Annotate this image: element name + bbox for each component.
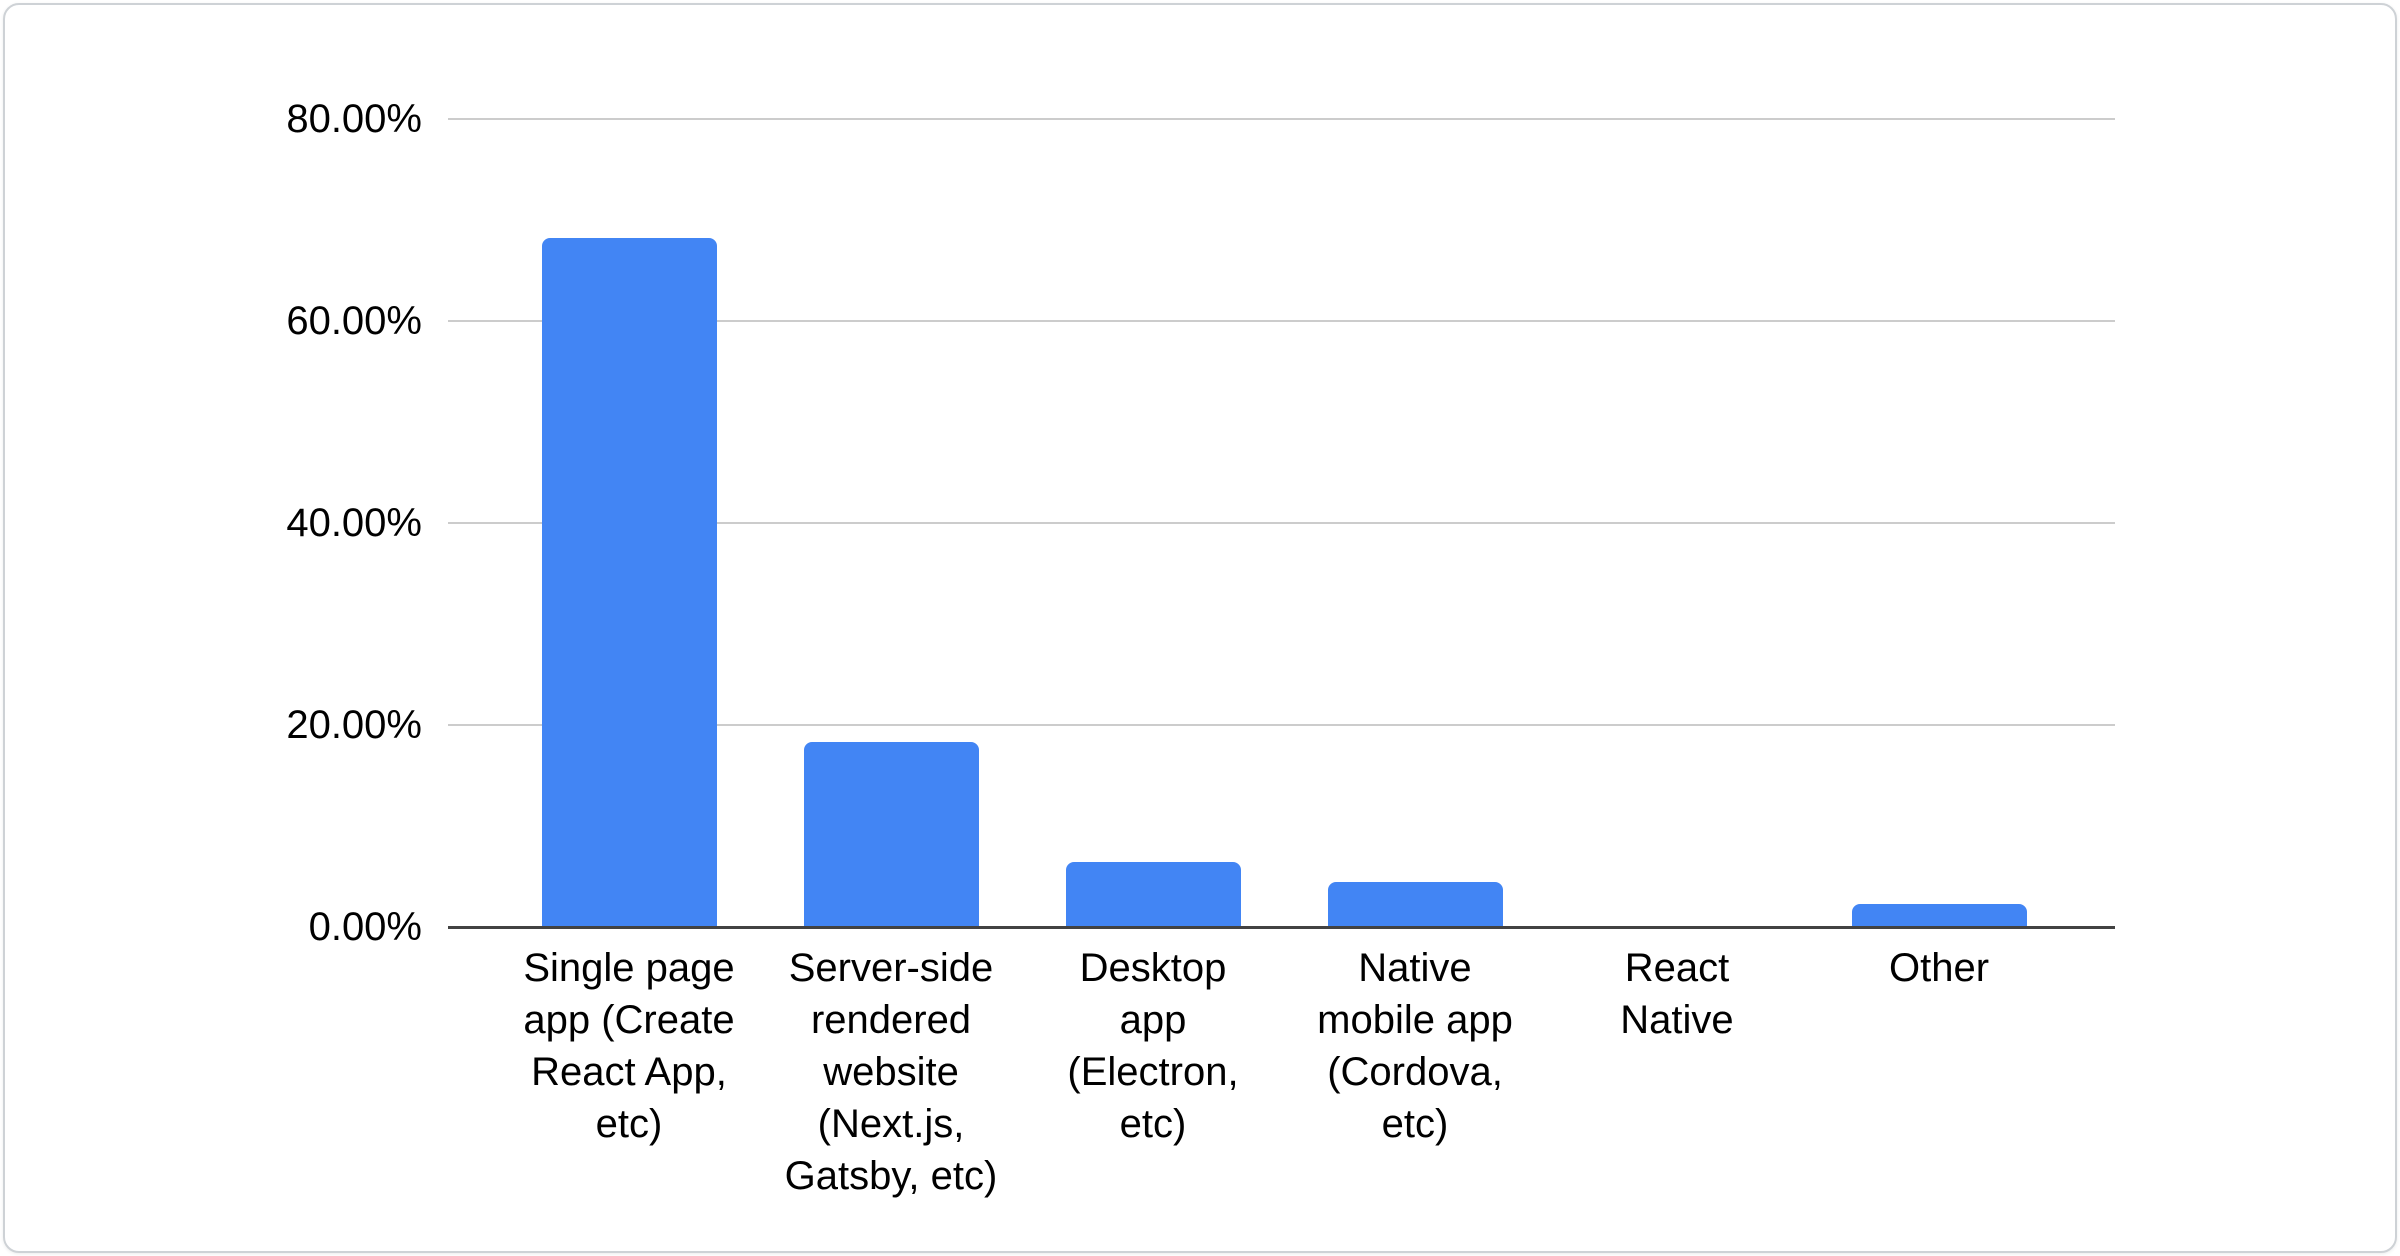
- y-tick-label: 20.00%: [286, 703, 422, 747]
- bar-3: [1065, 862, 1241, 927]
- bar-4: [1327, 882, 1503, 927]
- y-tick-label: 0.00%: [308, 905, 422, 949]
- gridline: [448, 522, 2115, 524]
- y-tick-label: 60.00%: [286, 299, 422, 343]
- bar-chart: 80.00% 60.00% 40.00% 20.00% 0.00% Single page…: [5, 5, 2395, 1251]
- category-label: Single page app (Create React App, etc): [523, 946, 735, 1146]
- y-tick-label: 80.00%: [286, 97, 422, 141]
- gridline: [448, 118, 2115, 120]
- gridline: [448, 724, 2115, 726]
- bar-1: [541, 238, 717, 927]
- bar-6: [1851, 904, 2027, 927]
- x-axis-baseline: [448, 926, 2115, 929]
- chart-card: 80.00% 60.00% 40.00% 20.00% 0.00% Single page…: [3, 3, 2397, 1253]
- category-label: Native mobile app (Cordova, etc): [1317, 946, 1513, 1146]
- category-label: Server-side rendered website (Next.js, G…: [784, 946, 998, 1198]
- bar-2: [803, 742, 979, 927]
- gridline: [448, 320, 2115, 322]
- category-label: Desktop app (Electron, etc): [1067, 946, 1239, 1146]
- category-label: React Native: [1620, 946, 1734, 1042]
- category-label: Other: [1888, 946, 1990, 990]
- y-tick-label: 40.00%: [286, 501, 422, 545]
